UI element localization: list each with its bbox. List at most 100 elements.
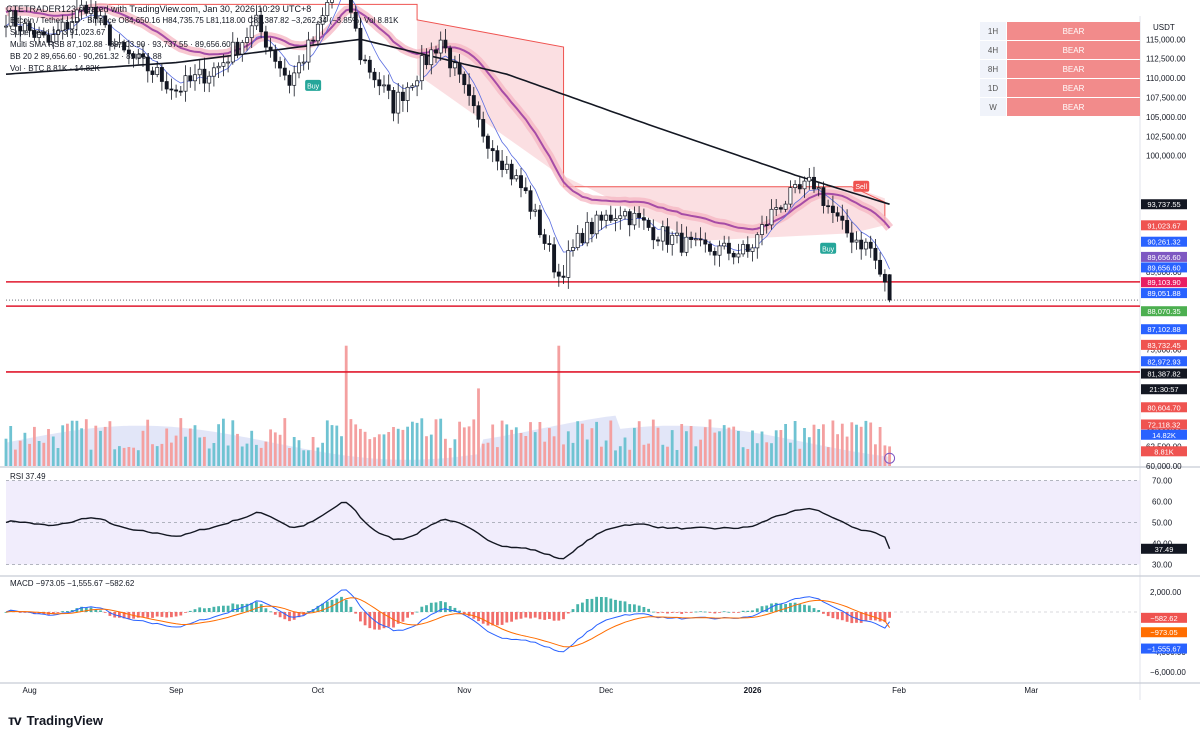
macd-hist-bar [713,612,717,614]
rsi-band [6,480,1140,565]
macd-hist-bar [363,612,367,626]
volume-bar [571,442,575,466]
price-axis-label-bg [1141,419,1187,430]
macd-hist-bar [633,604,636,612]
candle-body [70,21,75,30]
volume-bar [812,424,816,466]
volume-bar [708,419,712,466]
candle-body [27,23,32,31]
candle-body [60,21,65,32]
volume-bar [396,428,400,466]
volume-bar [803,428,806,466]
macd-hist-bar [184,612,187,613]
volume-bar [462,427,466,466]
volume-bar [288,448,291,466]
candle-body [708,243,712,252]
candle-body [783,203,788,210]
mtf-timeframe: 1D [980,79,1006,97]
macd-hist-bar [118,612,121,618]
volume-bar [94,425,98,466]
volume-bar [302,450,306,466]
indicator-multi-sma[interactable]: Multi SMA RSB 87,102.88 · 89,103.90 · 93… [10,40,231,49]
symbol-title: Bitcoin / Tether · 1D · Binance [10,16,117,25]
volume-bar [61,425,65,466]
macd-hist-bar [505,612,509,623]
candle-body [812,176,816,190]
volume-bar [552,436,556,466]
indicator-value: 87,102.88 · 89,103.90 · 93,737.55 · 89,6… [66,40,231,49]
volume-bar [732,426,736,466]
candle-body [320,15,325,25]
macd-hist-bar [179,612,183,616]
candle-body [656,239,660,242]
macd-hist-bar [826,612,830,617]
candle-body [519,175,523,189]
price-tick-label: 75,000.00 [1146,346,1182,355]
candle-body [292,72,297,86]
macd-hist-bar [462,612,466,614]
candle-body [467,84,471,96]
macd-hist-bar [878,612,882,622]
volume-bar [18,440,22,466]
candle-body [755,234,760,249]
candle-body [599,214,604,221]
candle-body [840,215,845,221]
volume-bar [231,420,235,466]
candle-body [150,70,155,75]
price-axis-label: 89,656.60 [1147,263,1180,272]
price-axis-label-bg [1141,220,1187,231]
candle-body [56,30,60,35]
candle-body [637,212,642,218]
candle-body [141,53,145,58]
volume-bar [255,444,258,466]
volume-bar [349,419,353,466]
macd-hist-bar [231,603,235,612]
mtf-row-1d: 1D BEAR [980,79,1140,97]
macd-hist-bar [585,599,589,612]
candle-body [509,163,514,180]
candle-body [79,4,84,11]
tradingview-brand[interactable]: ᴛᴠ TradingView [8,712,103,728]
candle-body [712,251,717,256]
candle-body [632,212,637,226]
candle-body [873,247,878,261]
price-axis-label-bg [1141,199,1187,210]
volume-bar [132,447,135,466]
candle-body [490,148,495,152]
volume-bar [874,444,877,466]
ma-ribbon-center-line [5,6,891,231]
candle-body [221,62,226,67]
macd-hist-bar [420,606,424,612]
price-axis-label: 82,972.93 [1147,357,1180,366]
volume-bar [420,418,424,466]
price-axis-label: 89,051.88 [1147,289,1180,298]
candle-body [419,55,424,82]
macd-axis-label-bg [1141,627,1187,638]
volume-bar [453,439,457,466]
candle-body [618,215,623,219]
volume-bar [264,441,268,466]
candle-body [245,37,249,43]
price-axis-label: 87,102.88 [1147,325,1180,334]
volume-bar [840,423,844,466]
macd-hist-bar [226,605,230,612]
volume-bar [122,447,126,466]
candle-body [764,224,769,226]
volume-bar [151,444,154,466]
macd-hist-bar [99,610,102,612]
indicator-volume[interactable]: Vol · BTC 8.81K · 14.82K [10,64,100,73]
macd-hist-bar [604,597,608,612]
candle-body [627,211,632,226]
price-axis-label: 88,070.35 [1147,307,1180,316]
volume-bar [548,428,551,466]
macd-hist-bar [429,602,433,612]
indicator-bb[interactable]: BB 20 2 89,656.60 · 90,261.32 · 89,051.8… [10,52,162,61]
candle-body [816,187,821,190]
indicator-supertrend[interactable]: Supertrend 10 3 91,023.67 [10,28,105,37]
macd-hist-bar [618,600,622,612]
price-axis-label: 21:30:57 [1149,385,1178,394]
volume-bar [292,437,296,466]
price-axis-label-bg [1141,236,1187,247]
volume-bar [51,436,55,466]
candle-body [18,25,23,32]
